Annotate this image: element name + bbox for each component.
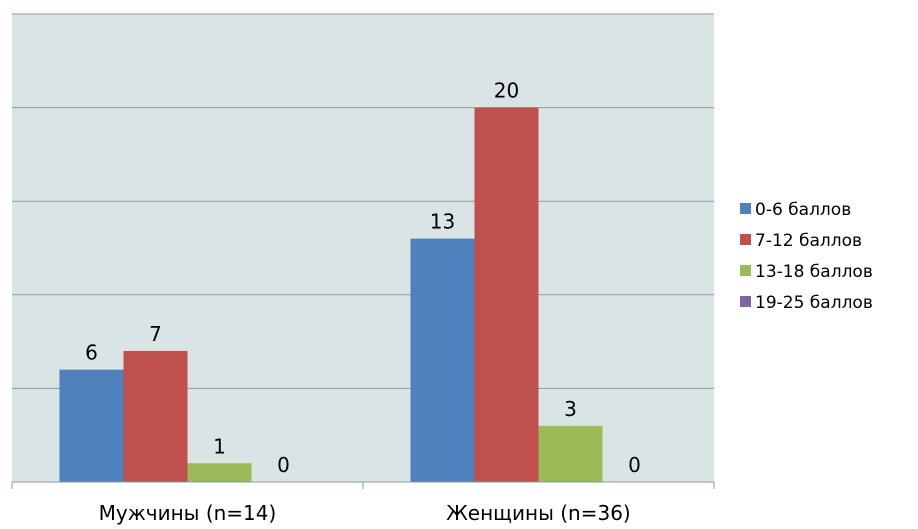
bar [538,425,603,482]
bar [59,369,124,482]
legend-swatch [740,234,751,245]
x-tick-label: Мужчины (n=14) [99,501,277,525]
x-tick-label: Женщины (n=36) [446,501,630,525]
x-axis-ticks [11,482,715,489]
data-label: 6 [85,341,98,365]
bar [474,107,539,482]
bar [410,238,475,482]
legend-entry: 19-25 баллов [755,293,873,313]
data-label: 1 [213,434,226,458]
data-label: 3 [564,397,577,421]
data-label: 20 [494,79,519,103]
data-label: 13 [430,210,455,234]
legend-entry: 13-18 баллов [755,262,873,282]
x-axis-tick-labels: Мужчины (n=14) Женщины (n=36) [99,501,631,525]
legend: 0-6 баллов 7-12 баллов 13-18 баллов 19-25 б… [740,200,873,313]
legend-entry: 0-6 баллов [755,200,851,220]
data-label: 7 [149,322,162,346]
legend-swatch [740,296,751,307]
data-label: 0 [277,453,290,477]
bar [123,350,188,482]
bars [59,107,603,482]
legend-entry: 7-12 баллов [755,231,862,251]
bar [187,463,252,482]
data-label: 0 [628,453,641,477]
legend-swatch [740,265,751,276]
legend-swatch [740,203,751,214]
